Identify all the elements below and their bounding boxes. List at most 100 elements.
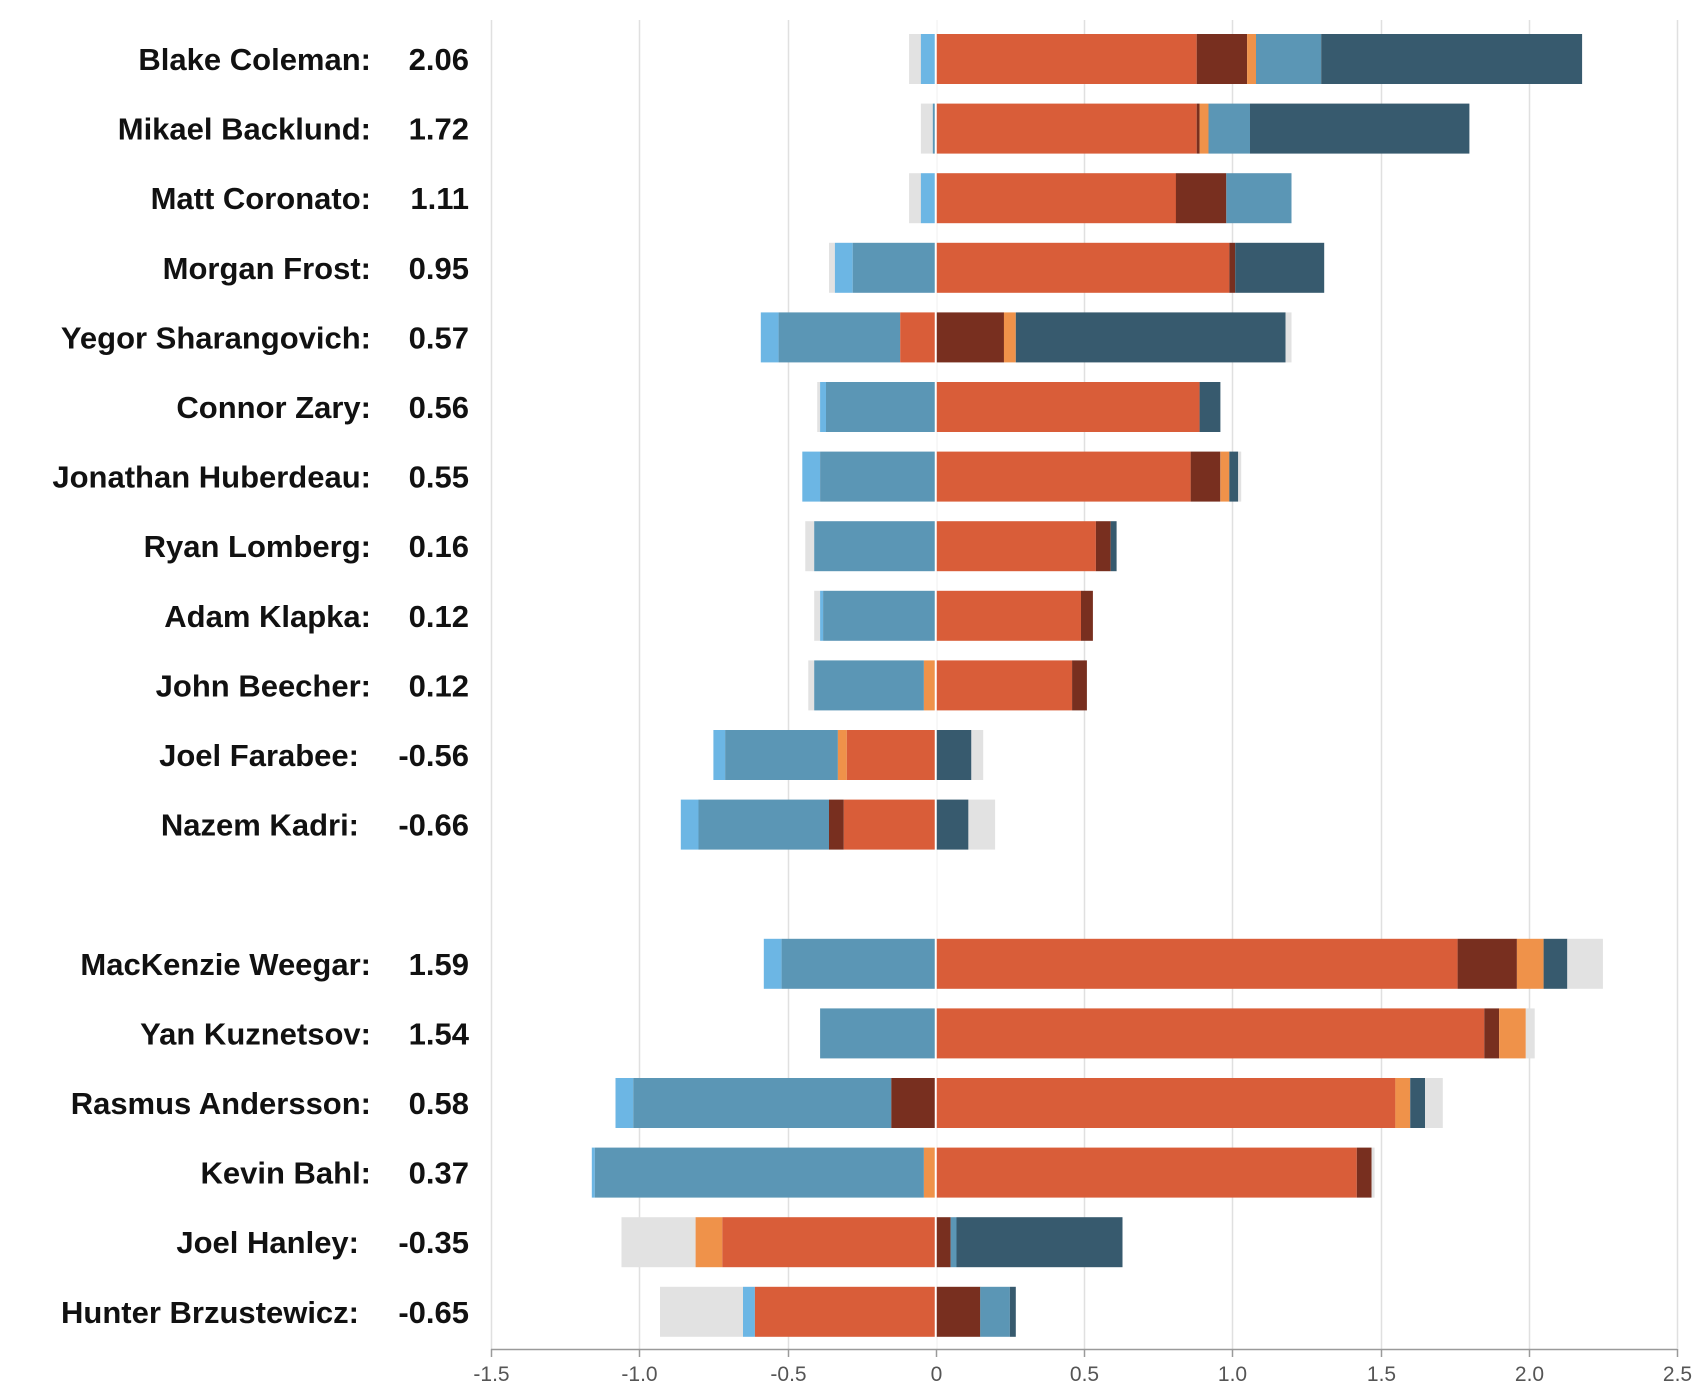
bar-segment [722,1217,936,1268]
bar-segment [820,451,936,502]
bar-segment [837,730,847,780]
bar-segment [817,382,821,432]
bar-segment [1208,103,1250,154]
bar-segment [615,1078,634,1128]
bar-segment [935,312,1004,363]
bar-segment [621,1217,696,1268]
x-tick-label: -0.5 [770,1363,806,1386]
player-value-label: 0.16 [409,529,469,564]
bar-segment [823,590,936,641]
bar-segment [923,1147,936,1198]
bar-segment [1321,34,1583,84]
bar-segment [754,1286,936,1337]
player-value-label: 0.95 [409,251,469,286]
bar-segment [1410,1078,1425,1128]
x-tick-label: 1.5 [1367,1363,1396,1386]
bar-segment [1110,521,1117,572]
bar-segment [725,730,838,780]
bar-segment [829,799,844,850]
bar-segment [1356,1147,1372,1198]
bar-segment [829,242,835,293]
bar-segment [1425,1078,1443,1128]
bar-segment [1081,590,1093,641]
player-value-label: 0.55 [409,460,469,495]
player-name-label: Ryan Lomberg: [144,529,371,564]
bar-row [615,1078,1443,1128]
bar-segment [1371,1147,1375,1198]
player-value-label: 1.11 [410,181,469,216]
bar-segment [1003,312,1016,363]
bar-segment [900,312,936,363]
bar-row [814,590,1093,641]
player-name-label: MacKenzie Weegar: [80,947,371,982]
bar-segment [1543,938,1568,989]
x-tick-label: 1.0 [1218,1363,1247,1386]
player-value-label: 1.59 [409,947,469,982]
player-value-label: -0.66 [398,808,469,843]
bar-segment [935,799,969,850]
bar-segment [920,103,933,154]
bar-segment [932,103,936,154]
player-value-label: 0.58 [409,1086,469,1121]
player-value-label: 0.56 [409,390,469,425]
bar-segment [935,1217,951,1268]
bar-segment [760,312,779,363]
bar-row [591,1147,1375,1198]
bar-segment [834,242,853,293]
bar-segment [660,1286,743,1337]
bar-segment [591,1147,595,1198]
bar-row [621,1217,1123,1268]
bar-row [909,173,1292,224]
bar-segment [1196,103,1200,154]
bar-row [760,312,1292,363]
bar-segment [680,799,699,850]
bar-segment [846,730,936,780]
bar-row [817,382,1221,432]
bar-segment [891,1078,936,1128]
bar-segment [1220,451,1230,502]
bar-row [808,660,1087,711]
bar-segment [1457,938,1517,989]
player-value-label: 0.12 [409,599,469,634]
player-value-label: -0.35 [398,1225,469,1260]
player-name-label: Yan Kuznetsov: [140,1016,371,1051]
bar-segment [820,590,824,641]
bar-segment [968,799,996,850]
bar-row [920,103,1470,154]
bar-segment [1567,938,1603,989]
player-value-label: -0.56 [398,738,469,773]
bar-segment [935,938,1458,989]
bar-segment [781,938,936,989]
bar-segment [1484,1008,1500,1059]
player-value-label: 1.54 [409,1016,470,1051]
bar-segment [820,1008,936,1059]
bar-segment [909,173,921,224]
bar-row [909,34,1583,84]
bar-segment [971,730,984,780]
bar-segment [1072,660,1087,711]
bar-row [829,242,1325,293]
player-name-label: John Beecher: [156,668,371,703]
bar-segment [1229,451,1239,502]
bar-segment [1175,173,1227,224]
bar-segment [1256,34,1322,84]
bar-segment [909,34,921,84]
bar-segment [923,660,936,711]
bar-segment [814,521,936,572]
bar-segment [698,799,829,850]
bar-segment [1250,103,1470,154]
bar-row [802,451,1242,502]
bar-segment [1285,312,1292,363]
x-tick-label: 0.5 [1070,1363,1099,1386]
bar-segment [1190,451,1221,502]
bar-segment [935,1286,981,1337]
bar-segment [594,1147,924,1198]
player-value-label: -0.65 [398,1295,469,1330]
player-name-label: Adam Klapka: [164,599,371,634]
bar-segment [1235,242,1325,293]
player-name-label: Joel Hanley: [176,1225,359,1260]
bar-segment [778,312,901,363]
bar-row [820,1008,1535,1059]
bar-segment [935,1078,1396,1128]
